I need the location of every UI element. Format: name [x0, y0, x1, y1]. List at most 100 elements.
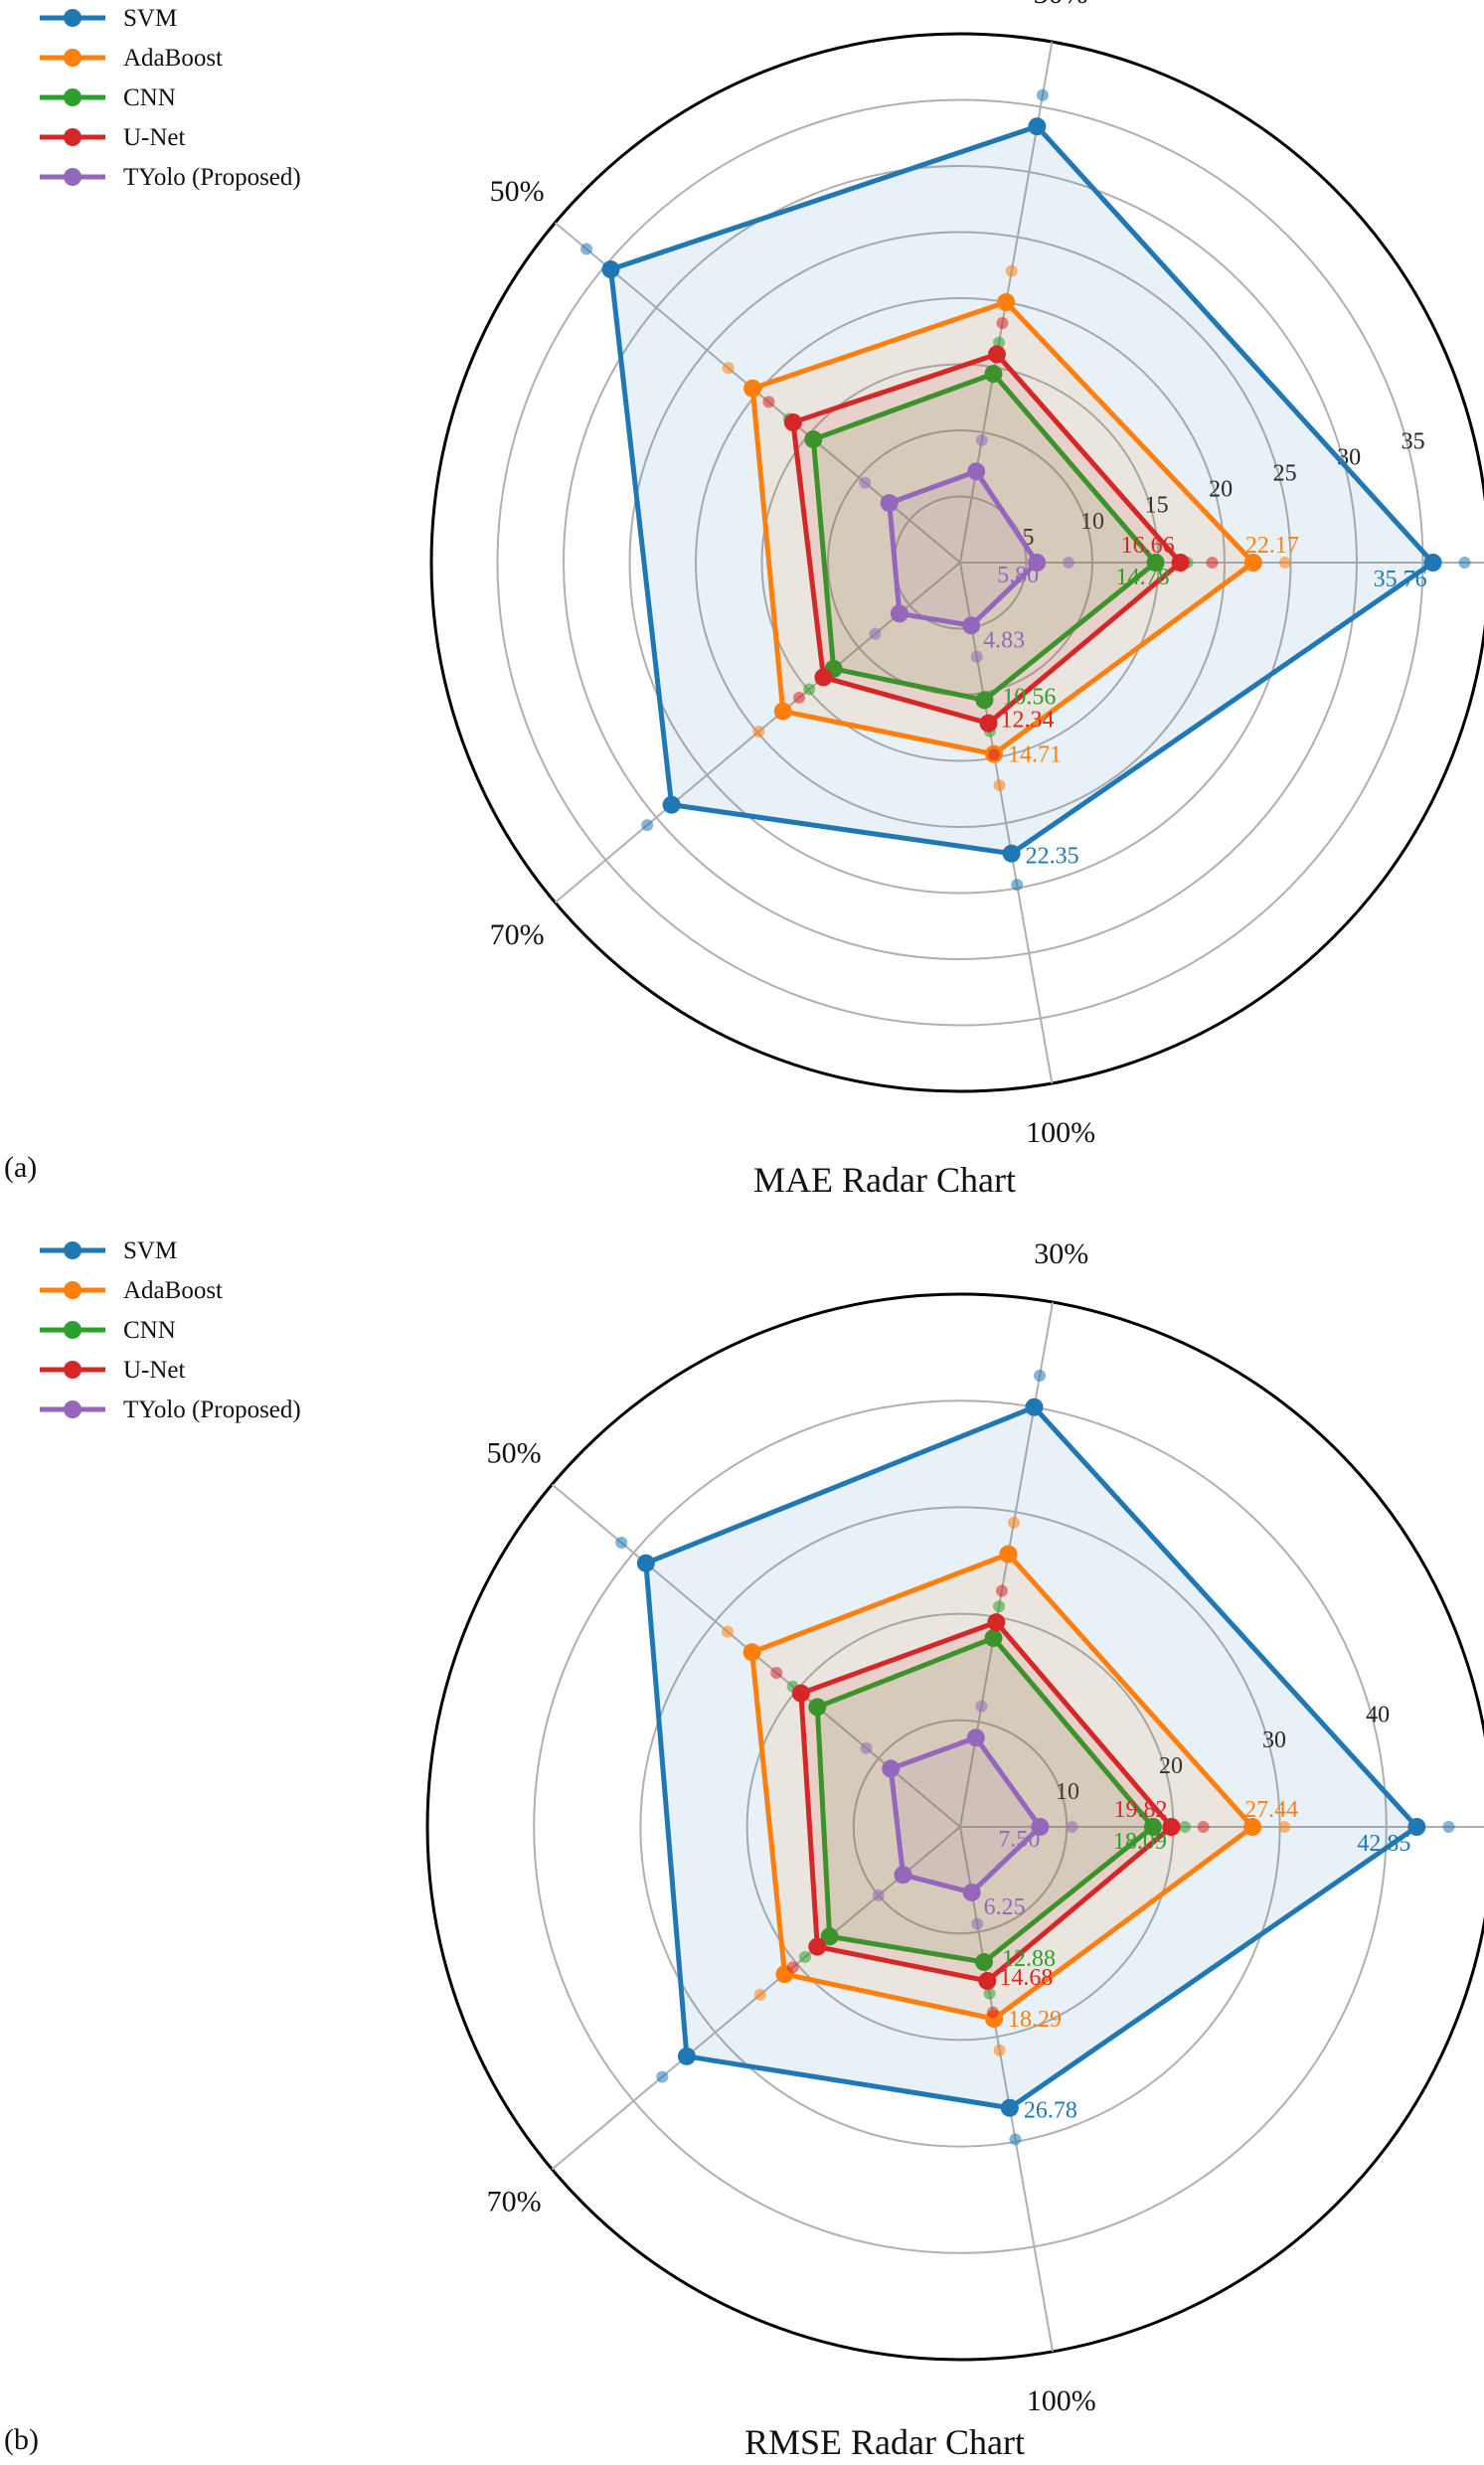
rmse-marker-cnn: [1179, 1821, 1192, 1833]
rmse-line-tyolo-proposed: [888, 1734, 1043, 1895]
rmse-value-label-u-net: 14.68: [999, 1965, 1053, 1991]
rmse-point-tyolo-proposed: [962, 1883, 981, 1901]
mae-category-label: 100%: [1026, 1116, 1095, 1149]
mae-value-label-cnn: 14.78: [1116, 565, 1170, 590]
rmse-marker-adaboost: [1007, 1516, 1020, 1529]
rmse-area-u-net: [800, 1622, 1172, 1981]
rmse-legend-marker-cnn: [64, 1321, 82, 1339]
rmse-marker-svm: [1034, 1370, 1047, 1383]
rmse-point-adaboost: [1243, 1818, 1262, 1836]
rmse-point-cnn: [974, 1952, 993, 1971]
rmse-marker-adaboost: [721, 1625, 734, 1638]
mae-marker-svm: [1036, 88, 1049, 101]
rmse-value-label-cnn: 12.88: [1002, 1946, 1056, 1972]
rmse-marker-tyolo-proposed: [971, 1917, 984, 1930]
rmse-r-tick-label: 30: [1262, 1727, 1286, 1753]
mae-point-svm: [662, 795, 681, 814]
rmse-point-u-net: [791, 1684, 810, 1703]
rmse-point-cnn: [808, 1698, 827, 1717]
mae-marker-tyolo-proposed: [1063, 557, 1075, 569]
mae-point-cnn: [975, 691, 994, 710]
mae-point-u-net: [814, 668, 833, 687]
mae-value-label-tyolo-proposed: 4.83: [983, 627, 1025, 653]
rmse-marker-cnn: [983, 1987, 996, 2000]
mae-outer-frame: [429, 32, 1484, 1093]
mae-legend-marker-u-net: [64, 128, 82, 146]
mae-point-tyolo-proposed: [1028, 554, 1047, 572]
mae-marker-u-net: [1206, 557, 1219, 569]
mae-legend-label-u-net: U-Net: [123, 124, 186, 151]
mae-legend-marker-adaboost: [64, 49, 82, 67]
rmse-marker-u-net: [986, 2006, 999, 2019]
panel-label-a: (a): [4, 1151, 38, 1184]
rmse-line-u-net: [798, 1619, 1174, 1984]
rmse-line-cnn: [814, 1635, 1156, 1965]
rmse-point-u-net: [808, 1937, 827, 1956]
rmse-legend-label-adaboost: AdaBoost: [123, 1277, 223, 1304]
rmse-r-tick-label: 40: [1366, 1702, 1390, 1727]
mae-point-cnn: [984, 365, 1003, 384]
mae-point-adaboost: [743, 379, 762, 398]
rmse-legend-marker-adaboost: [64, 1281, 82, 1299]
mae-point-u-net: [1171, 554, 1190, 572]
rmse-radar-chart: 0%30%50%70%100%1020304042.8527.4419.8218…: [40, 1237, 1484, 2417]
mae-point-tyolo-proposed: [880, 494, 899, 513]
rmse-point-tyolo-proposed: [882, 1759, 901, 1778]
mae-value-label-adaboost: 14.71: [1008, 742, 1062, 768]
rmse-radar-panel: 0%30%50%70%100%1020304042.8527.4419.8218…: [0, 1232, 1484, 2465]
rmse-point-u-net: [987, 1613, 1006, 1632]
rmse-point-svm: [1000, 2098, 1019, 2117]
mae-category-label: 70%: [490, 918, 545, 951]
mae-marker-tyolo-proposed: [975, 433, 988, 446]
mae-legend-marker-svm: [64, 9, 82, 27]
rmse-legend-marker-tyolo-proposed: [64, 1400, 82, 1418]
mae-legend-label-cnn: CNN: [123, 84, 176, 111]
mae-marker-tyolo-proposed: [970, 650, 983, 663]
mae-value-label-svm: 35.76: [1374, 567, 1427, 592]
mae-marker-u-net: [762, 396, 775, 409]
mae-marker-u-net: [988, 748, 1001, 761]
mae-marker-svm: [641, 819, 654, 832]
mae-point-tyolo-proposed: [962, 616, 981, 635]
rmse-r-tick-label: 20: [1159, 1753, 1183, 1779]
rmse-legend-label-svm: SVM: [123, 1237, 177, 1264]
mae-line-cnn: [810, 371, 1159, 703]
rmse-point-tyolo-proposed: [1031, 1818, 1050, 1836]
mae-marker-tyolo-proposed: [859, 476, 872, 489]
mae-marker-u-net: [996, 316, 1009, 329]
rmse-value-label-adaboost: 27.44: [1244, 1797, 1298, 1823]
rmse-value-label-adaboost: 18.29: [1008, 2007, 1062, 2033]
mae-value-label-tyolo-proposed: 5.80: [997, 563, 1039, 588]
mae-point-svm: [1002, 844, 1021, 863]
rmse-r-tick-label: 10: [1056, 1779, 1079, 1805]
rmse-point-u-net: [1162, 1818, 1181, 1836]
rmse-point-tyolo-proposed: [894, 1866, 912, 1885]
rmse-value-label-tyolo-proposed: 6.25: [984, 1894, 1026, 1920]
mae-point-u-net: [783, 412, 802, 431]
mae-r-tick-label: 20: [1209, 477, 1233, 503]
rmse-point-svm: [1407, 1818, 1426, 1836]
rmse-chart-title: RMSE Radar Chart: [744, 2422, 1025, 2462]
mae-point-tyolo-proposed: [890, 604, 908, 623]
rmse-marker-svm: [1009, 2133, 1022, 2146]
mae-r-tick-label: 15: [1145, 493, 1169, 519]
mae-point-adaboost: [773, 702, 792, 721]
rmse-marker-cnn: [798, 1950, 811, 1963]
rmse-legend-label-tyolo-proposed: TYolo (Proposed): [123, 1397, 301, 1423]
mae-value-label-u-net: 16.66: [1121, 533, 1175, 559]
rmse-line-adaboost: [749, 1552, 1255, 2022]
rmse-marker-cnn: [993, 1600, 1006, 1613]
mae-value-label-cnn: 10.56: [1002, 684, 1056, 710]
mae-point-cnn: [1146, 554, 1165, 572]
panel-label-b: (b): [4, 2423, 39, 2456]
mae-point-tyolo-proposed: [967, 462, 986, 481]
rmse-legend-label-u-net: U-Net: [123, 1357, 186, 1384]
mae-point-svm: [1423, 554, 1442, 572]
rmse-legend-label-cnn: CNN: [123, 1317, 176, 1344]
rmse-marker-u-net: [995, 1584, 1008, 1597]
mae-line-u-net: [790, 351, 1184, 727]
rmse-marker-tyolo-proposed: [1066, 1821, 1078, 1833]
rmse-point-svm: [636, 1554, 655, 1572]
mae-point-u-net: [987, 345, 1006, 364]
mae-marker-cnn: [803, 683, 816, 696]
